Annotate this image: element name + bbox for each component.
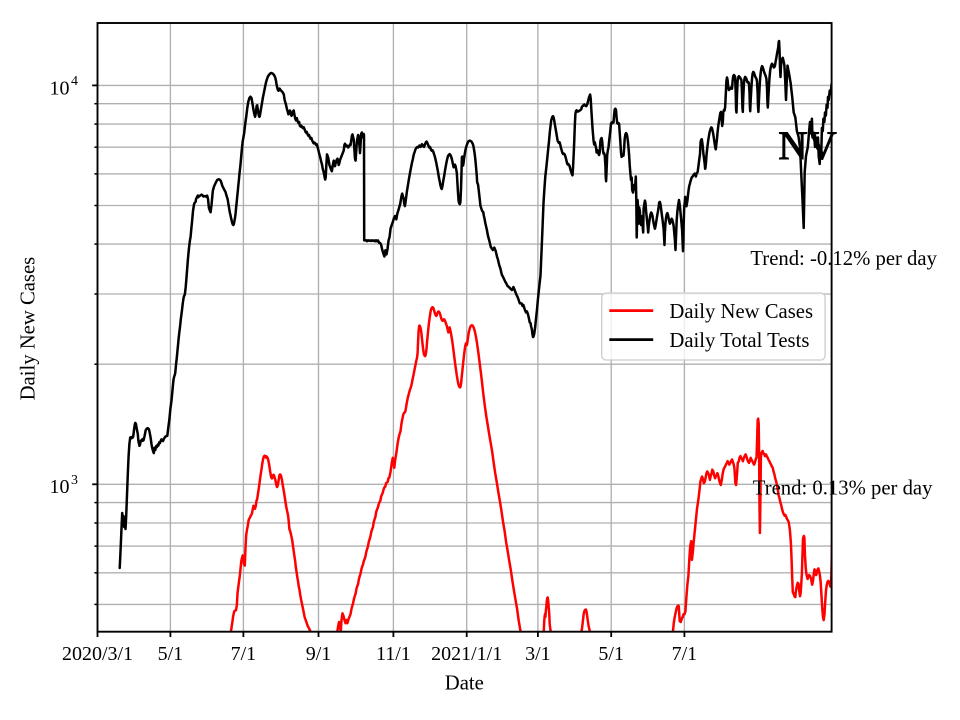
svg-text:10: 10 (50, 77, 70, 99)
svg-text:10: 10 (50, 476, 70, 498)
svg-text:3/1: 3/1 (525, 643, 551, 665)
svg-text:3: 3 (71, 473, 78, 488)
svg-text:Daily Total Tests: Daily Total Tests (669, 330, 809, 352)
svg-text:Date: Date (445, 673, 484, 695)
svg-text:11/1: 11/1 (376, 643, 411, 665)
svg-text:5/1: 5/1 (158, 643, 184, 665)
svg-text:NV: NV (778, 123, 837, 168)
svg-text:7/1: 7/1 (672, 643, 698, 665)
svg-text:2021/1/1: 2021/1/1 (431, 643, 502, 665)
svg-text:7/1: 7/1 (231, 643, 257, 665)
svg-text:Daily New Cases: Daily New Cases (18, 257, 40, 401)
svg-text:Daily New Cases: Daily New Cases (669, 301, 813, 323)
svg-text:Trend: 0.13% per day: Trend: 0.13% per day (753, 477, 933, 499)
svg-text:4: 4 (71, 74, 78, 89)
svg-text:5/1: 5/1 (598, 643, 624, 665)
svg-text:2020/3/1: 2020/3/1 (62, 643, 133, 665)
svg-text:9/1: 9/1 (306, 643, 332, 665)
svg-text:Trend: -0.12% per day: Trend: -0.12% per day (750, 248, 937, 270)
